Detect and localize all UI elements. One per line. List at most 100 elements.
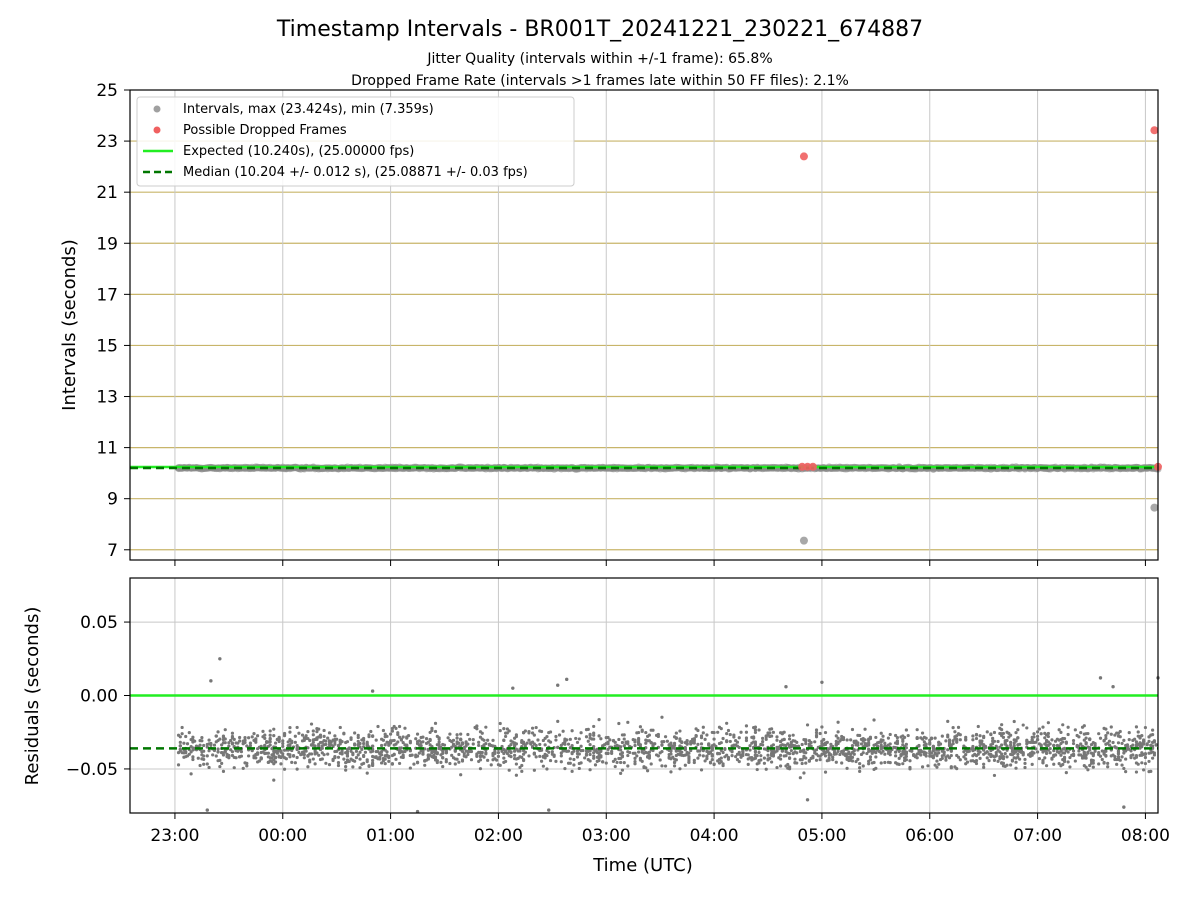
- residual-point: [1088, 746, 1092, 750]
- residual-point: [735, 744, 740, 748]
- residual-point: [1075, 743, 1079, 748]
- residual-point: [928, 754, 932, 758]
- residual-point: [1116, 751, 1121, 755]
- residual-point: [1071, 752, 1076, 757]
- residual-point: [775, 738, 779, 742]
- residual-point: [786, 766, 790, 770]
- residual-point: [949, 748, 953, 753]
- residual-point: [441, 756, 445, 760]
- residual-point: [475, 753, 479, 757]
- residual-point: [1116, 741, 1121, 745]
- residual-point: [207, 738, 211, 742]
- residual-point: [1097, 762, 1101, 766]
- dropped-frame-point: [1150, 126, 1159, 135]
- residual-point: [644, 741, 648, 745]
- residual-point: [421, 752, 425, 756]
- residual-point: [291, 754, 296, 758]
- residual-point: [721, 762, 725, 766]
- x-tick-label: 04:00: [690, 826, 739, 846]
- residual-point: [300, 752, 305, 756]
- residual-point: [1062, 751, 1067, 755]
- residual-point: [807, 739, 811, 743]
- residual-point: [284, 757, 288, 761]
- residual-point: [868, 755, 873, 759]
- residual-point: [182, 741, 186, 745]
- residual-point: [944, 758, 948, 762]
- residual-point: [1037, 727, 1041, 731]
- residual-point: [1118, 758, 1122, 762]
- residual-point: [257, 759, 261, 763]
- residual-point: [424, 737, 429, 741]
- residual-point: [394, 742, 398, 746]
- residual-point: [268, 743, 272, 747]
- residual-point: [593, 763, 598, 767]
- residual-point: [367, 733, 371, 737]
- residual-point: [554, 734, 558, 739]
- residual-point: [221, 769, 226, 773]
- residual-point: [1136, 762, 1140, 766]
- residual-point: [349, 736, 353, 740]
- residual-point: [426, 753, 430, 757]
- residual-point: [744, 738, 749, 743]
- residual-point: [495, 758, 499, 762]
- residual-point: [507, 768, 511, 772]
- residual-point: [901, 749, 905, 754]
- residual-point: [868, 758, 873, 762]
- residual-point: [771, 730, 775, 734]
- residual-point: [940, 734, 944, 738]
- residual-point: [236, 749, 240, 753]
- residual-point: [778, 739, 783, 744]
- residual-point: [196, 756, 200, 760]
- residual-point: [620, 755, 625, 759]
- residual-point: [521, 758, 526, 763]
- residual-point: [904, 750, 908, 755]
- residual-point: [667, 743, 671, 747]
- residual-point: [459, 738, 463, 742]
- residual-point: [266, 760, 270, 764]
- residual-point: [399, 749, 403, 754]
- residual-point: [561, 749, 565, 753]
- residual-point: [525, 741, 529, 745]
- residual-point: [281, 752, 285, 756]
- residual-point: [962, 755, 966, 759]
- residual-point: [723, 747, 727, 751]
- residual-point: [538, 742, 542, 747]
- residual-point: [198, 743, 202, 747]
- residual-point: [570, 744, 574, 748]
- residual-point: [820, 739, 824, 743]
- residual-point: [899, 754, 903, 758]
- residual-point: [518, 749, 522, 753]
- residual-point: [381, 759, 386, 763]
- residual-point: [1066, 732, 1070, 737]
- residual-point: [326, 752, 330, 756]
- residual-point: [554, 759, 558, 763]
- residual-point: [712, 743, 716, 747]
- residual-point: [509, 743, 513, 747]
- residual-point: [1064, 771, 1068, 775]
- residual-point: [491, 758, 495, 762]
- residual-point: [272, 727, 276, 731]
- residual-point: [597, 718, 601, 722]
- residual-point: [521, 752, 526, 756]
- residual-point: [293, 740, 297, 744]
- residual-point: [1037, 742, 1041, 746]
- residual-point: [766, 731, 770, 735]
- residual-point: [574, 736, 578, 741]
- residual-point: [397, 761, 402, 766]
- residual-point: [931, 744, 935, 748]
- residual-point: [1106, 741, 1110, 745]
- residual-point: [1077, 749, 1081, 753]
- residual-point: [734, 755, 738, 759]
- residual-point: [408, 741, 412, 745]
- residual-point: [277, 739, 281, 744]
- residual-point: [703, 737, 707, 741]
- residual-point: [351, 758, 355, 762]
- residual-point: [502, 760, 506, 764]
- residual-point: [433, 751, 438, 755]
- residual-point: [728, 739, 732, 744]
- residual-point: [464, 741, 468, 745]
- residual-point: [696, 756, 700, 760]
- residual-point: [753, 725, 758, 729]
- residual-point: [929, 737, 934, 741]
- residual-point: [538, 754, 542, 758]
